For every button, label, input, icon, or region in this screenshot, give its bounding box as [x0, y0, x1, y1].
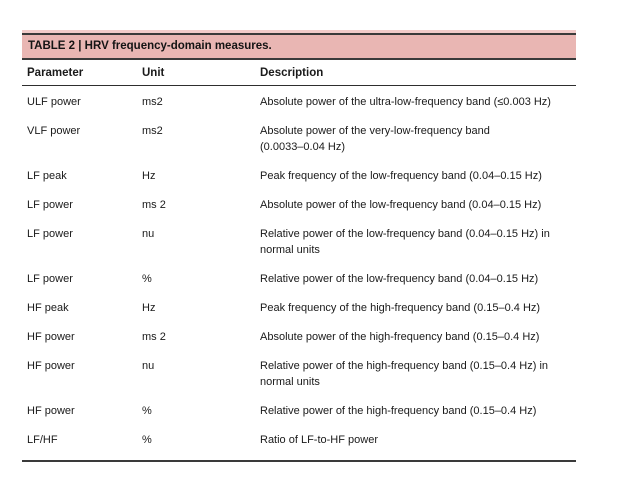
table-row: LF power nu Relative power of the low-freq… [22, 219, 576, 264]
table-row: VLF power ms2 Absolute power of the very-l… [22, 116, 576, 161]
description-cell: Relative power of the high-frequency ban… [260, 404, 537, 417]
column-header-description: Description [260, 67, 324, 79]
parameter-cell: HF power [27, 359, 75, 372]
description-cell: Peak frequency of the high-frequency ban… [260, 301, 541, 314]
table-row: LF peak Hz Peak frequency of the low-frequ… [22, 161, 576, 190]
parameter-cell: HF peak [27, 301, 69, 314]
description-cell: Relative power of the low-frequency band… [260, 227, 550, 256]
table-row: LF power% Relative power of the low-frequ… [22, 264, 576, 293]
description-cell: Absolute power of the low-frequency band… [260, 198, 542, 211]
parameter-cell: HF power [27, 404, 75, 417]
table-row: LF/HF% Ratio of LF-to-HF power [22, 425, 576, 454]
description-cell: Relative power of the high-frequency ban… [260, 359, 549, 388]
hrv-frequency-domain-table: TABLE 2 | HRV frequency-domain measures.… [22, 30, 576, 462]
table-row: HF peak Hz Peak frequency of the high-freq… [22, 293, 576, 322]
parameter-cell: HF power [27, 330, 75, 343]
table-row: ULF power ms2 Absolute power of the ultra-… [22, 87, 576, 116]
parameter-cell: VLF power [27, 124, 81, 137]
parameter-cell: LF power [27, 227, 73, 240]
unit-cell: Hz [142, 301, 156, 314]
description-cell: Relative power of the low-frequency band… [260, 272, 539, 285]
table-title: TABLE 2 | HRV frequency-domain measures. [22, 33, 576, 60]
unit-cell: ms2 [142, 95, 163, 108]
parameter-cell: LF/HF [27, 433, 58, 446]
description-cell: Peak frequency of the low-frequency band… [260, 169, 542, 182]
column-header-parameter: Parameter [27, 67, 84, 79]
unit-cell: % [142, 433, 152, 446]
unit-cell: % [142, 404, 152, 417]
description-cell: Absolute power of the very-low-frequency… [260, 124, 490, 153]
parameter-cell: ULF power [27, 95, 81, 108]
table-row: HF power ms 2 Absolute power of the high-f… [22, 322, 576, 351]
unit-cell: nu [142, 359, 155, 372]
unit-cell: % [142, 272, 152, 285]
parameter-cell: LF power [27, 272, 73, 285]
table-row: HF power nu Relative power of the high-fre… [22, 351, 576, 396]
description-cell: Ratio of LF-to-HF power [260, 433, 378, 446]
description-cell: Absolute power of the high-frequency ban… [260, 330, 540, 343]
table-body: ULF power ms2 Absolute power of the ultra-… [22, 86, 576, 462]
table-row: LF power ms 2 Absolute power of the low-fr… [22, 190, 576, 219]
table-header-row: Parameter Unit Description [22, 60, 576, 86]
unit-cell: ms 2 [142, 330, 166, 343]
unit-cell: ms2 [142, 124, 163, 137]
parameter-cell: LF power [27, 198, 73, 211]
table-row: HF power% Relative power of the high-freq… [22, 396, 576, 425]
unit-cell: nu [142, 227, 155, 240]
unit-cell: Hz [142, 169, 156, 182]
table-title-band: TABLE 2 | HRV frequency-domain measures. [22, 30, 576, 60]
description-cell: Absolute power of the ultra-low-frequenc… [260, 95, 551, 108]
parameter-cell: LF peak [27, 169, 67, 182]
unit-cell: ms 2 [142, 198, 166, 211]
column-header-unit: Unit [142, 67, 165, 79]
